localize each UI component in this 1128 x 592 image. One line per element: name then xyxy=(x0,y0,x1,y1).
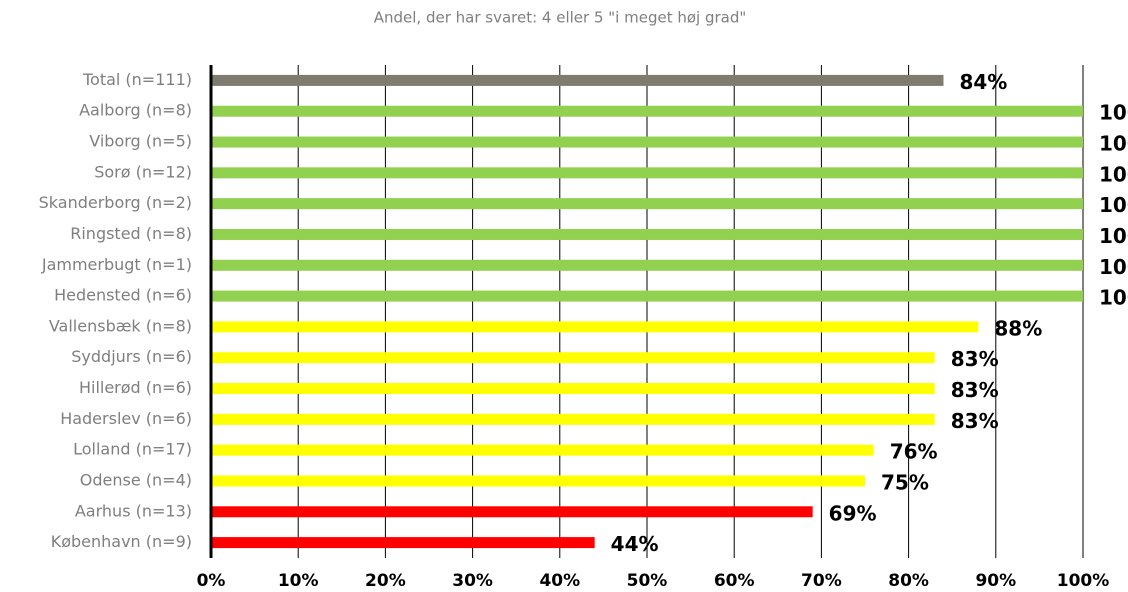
bar xyxy=(211,136,1083,148)
value-label: 88% xyxy=(994,316,1042,340)
value-label: 75% xyxy=(881,470,929,494)
y-tick-label: Odense (n=4) xyxy=(80,470,192,489)
bar xyxy=(211,444,874,456)
x-tick-label: 70% xyxy=(801,571,842,591)
bar xyxy=(211,198,1083,210)
bar xyxy=(211,105,1083,117)
x-tick-label: 10% xyxy=(278,571,319,591)
x-tick-label: 20% xyxy=(365,571,406,591)
x-tick-label: 100% xyxy=(1057,571,1110,591)
y-tick-label: Haderslev (n=6) xyxy=(60,409,192,428)
value-label: 44% xyxy=(611,532,659,556)
y-tick-label: København (n=9) xyxy=(51,532,192,551)
value-label: 76% xyxy=(890,440,938,464)
x-tick-label: 40% xyxy=(539,571,580,591)
value-label: 100% xyxy=(1099,255,1128,279)
value-label: 83% xyxy=(951,409,999,433)
bar xyxy=(211,537,595,549)
y-tick-label: Total (n=111) xyxy=(82,70,192,89)
value-label: 100% xyxy=(1099,132,1128,156)
bar xyxy=(211,413,935,425)
y-tick-label: Jammerbugt (n=1) xyxy=(41,255,192,274)
y-tick-label: Ringsted (n=8) xyxy=(70,224,192,243)
x-tick-label: 0% xyxy=(197,571,226,591)
bar xyxy=(211,352,935,364)
x-tick-label: 30% xyxy=(452,571,493,591)
y-tick-label: Viborg (n=5) xyxy=(89,132,192,151)
y-tick-label: Hillerød (n=6) xyxy=(79,378,192,397)
y-tick-label: Aalborg (n=8) xyxy=(79,101,192,120)
x-tick-label: 50% xyxy=(627,571,668,591)
bar xyxy=(211,228,1083,240)
value-label: 83% xyxy=(951,378,999,402)
x-tick-label: 60% xyxy=(714,571,755,591)
value-label: 100% xyxy=(1099,224,1128,248)
value-label: 69% xyxy=(829,501,877,525)
value-label: 100% xyxy=(1099,162,1128,186)
bar xyxy=(211,321,979,333)
y-tick-label: Syddjurs (n=6) xyxy=(71,347,192,366)
value-label: 100% xyxy=(1099,286,1128,310)
value-label: 83% xyxy=(951,347,999,371)
y-tick-label: Skanderborg (n=2) xyxy=(39,193,192,212)
y-tick-label: Hedensted (n=6) xyxy=(54,286,192,305)
bar xyxy=(211,259,1083,271)
bar xyxy=(211,506,813,518)
y-tick-label: Lolland (n=17) xyxy=(73,440,192,459)
x-tick-label: 80% xyxy=(888,571,929,591)
bar xyxy=(211,383,935,395)
bar xyxy=(211,74,944,86)
value-label: 100% xyxy=(1099,101,1128,125)
y-tick-label: Vallensbæk (n=8) xyxy=(49,316,192,335)
y-tick-label: Aarhus (n=13) xyxy=(75,501,192,520)
bar xyxy=(211,167,1083,179)
value-label: 100% xyxy=(1099,193,1128,217)
chart-subtitle: Andel, der har svaret: 4 eller 5 "i mege… xyxy=(374,9,747,27)
y-tick-label: Sorø (n=12) xyxy=(94,162,192,181)
value-label: 84% xyxy=(959,70,1007,94)
x-tick-label: 90% xyxy=(975,571,1016,591)
bar xyxy=(211,290,1083,302)
bar xyxy=(211,475,865,487)
